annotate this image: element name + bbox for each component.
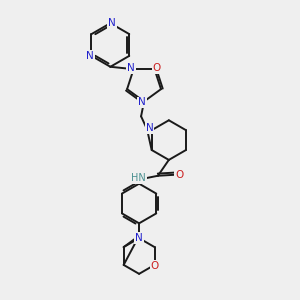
Text: O: O — [175, 170, 183, 180]
Text: HN: HN — [131, 173, 146, 183]
Text: N: N — [138, 98, 146, 107]
Text: N: N — [86, 51, 94, 61]
Text: O: O — [150, 261, 159, 271]
Text: O: O — [153, 63, 161, 73]
Text: N: N — [135, 233, 143, 243]
Text: N: N — [146, 123, 153, 133]
Text: N: N — [127, 63, 135, 73]
Text: N: N — [108, 18, 116, 28]
